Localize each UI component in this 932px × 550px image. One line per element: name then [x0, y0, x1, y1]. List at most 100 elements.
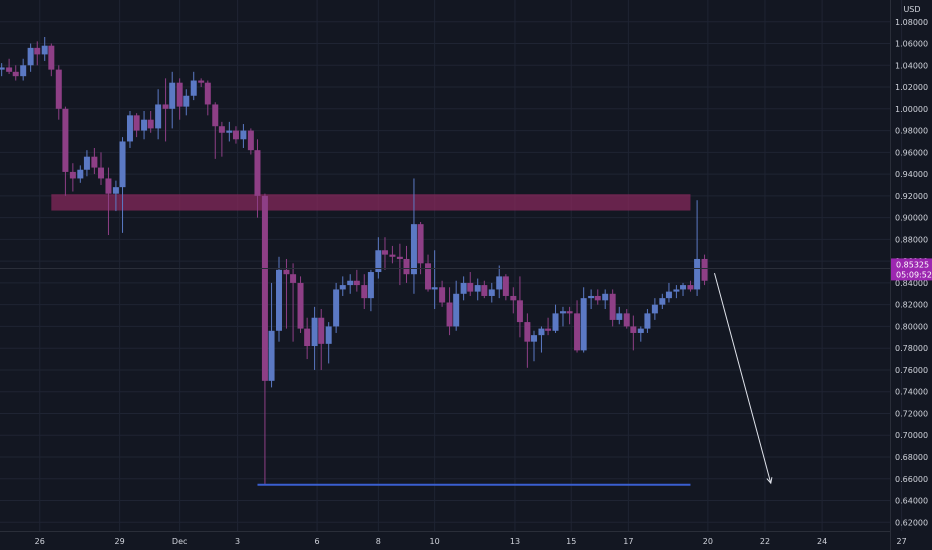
- candle-body: [467, 282, 474, 292]
- candle-body: [417, 224, 424, 264]
- time-tick-label: 17: [623, 537, 633, 546]
- candle-body: [637, 328, 644, 333]
- candle-body: [41, 45, 48, 55]
- candle-body: [651, 304, 658, 314]
- candle-body: [333, 289, 340, 327]
- candle-body: [425, 263, 432, 290]
- candle-body: [531, 335, 537, 342]
- price-tick-label: 1.04000: [895, 61, 928, 70]
- candle-body: [112, 187, 119, 194]
- price-axis[interactable]: 1.08000 1.06000 1.04000 1.02000 1.00000 0.980…: [895, 18, 928, 528]
- drawings[interactable]: [0, 267, 890, 486]
- candle-body: [574, 313, 581, 351]
- time-tick-label: 27: [896, 537, 906, 546]
- candle-body: [389, 254, 396, 257]
- candle-body: [198, 80, 205, 83]
- candle-body: [212, 104, 219, 127]
- candle-body: [240, 130, 247, 140]
- candle-body: [381, 250, 388, 255]
- price-tick-label: 0.74000: [895, 388, 928, 397]
- candle-body: [538, 328, 545, 336]
- price-tick-label: 0.88000: [895, 235, 928, 244]
- candle-body: [218, 126, 225, 133]
- price-tick-label: 0.96000: [895, 148, 928, 157]
- time-tick-label: 22: [760, 537, 770, 546]
- candle-body: [0, 67, 5, 70]
- candle-body: [325, 326, 332, 344]
- candle-body: [126, 115, 133, 142]
- candle-body: [361, 285, 368, 299]
- countdown-timer: 05:09:52: [896, 270, 932, 279]
- candle-body: [6, 67, 13, 72]
- candle-body: [276, 269, 283, 331]
- candle-body: [247, 130, 254, 151]
- candle-body: [694, 258, 701, 290]
- candle-body: [609, 293, 616, 320]
- candle-body: [588, 295, 595, 299]
- candle-body: [27, 47, 34, 66]
- candle-body: [665, 291, 672, 299]
- candle-body: [226, 130, 233, 133]
- time-axis[interactable]: 26 29 Dec 3 6 8 10 13 15 17 20 22 24 27: [35, 537, 907, 546]
- candle-body: [488, 289, 495, 296]
- price-badge-bg: [891, 258, 932, 281]
- price-tick-label: 0.78000: [895, 344, 928, 353]
- currency-label[interactable]: USD: [903, 5, 920, 14]
- candles: [0, 36, 708, 486]
- candle-body: [375, 250, 382, 273]
- candle-body: [701, 258, 708, 281]
- candle-body: [453, 293, 460, 327]
- candle-body: [155, 104, 162, 129]
- candle-body: [516, 300, 523, 323]
- candle-body: [190, 80, 197, 96]
- candle-body: [481, 285, 488, 296]
- price-tick-label: 0.68000: [895, 453, 928, 462]
- candle-body: [20, 65, 27, 77]
- candle-body: [232, 130, 239, 140]
- candle-body: [98, 167, 105, 179]
- price-tick-label: 1.02000: [895, 83, 928, 92]
- candle-body: [659, 298, 666, 305]
- resistance-zone-rect[interactable]: [51, 194, 691, 211]
- candle-body: [12, 71, 19, 77]
- resistance-zone[interactable]: [51, 194, 691, 211]
- candle-body: [141, 119, 148, 131]
- candle-body: [474, 285, 481, 292]
- candle-body: [119, 141, 126, 188]
- time-tick-label: 13: [510, 537, 520, 546]
- candle-body: [347, 280, 354, 286]
- candle-body: [183, 95, 190, 107]
- candle-body: [559, 311, 566, 314]
- candle-body: [176, 82, 183, 107]
- candle-body: [83, 156, 90, 170]
- time-tick-label: 29: [115, 537, 125, 546]
- candle-body: [566, 311, 573, 314]
- candle-body: [410, 224, 417, 275]
- time-tick-label: 15: [566, 537, 576, 546]
- candle-body: [594, 295, 601, 301]
- time-tick-label: 3: [235, 537, 240, 546]
- time-tick-label: 6: [315, 537, 320, 546]
- candle-body: [77, 169, 84, 179]
- candle-body: [396, 256, 403, 259]
- price-tick-label: 0.70000: [895, 431, 928, 440]
- price-tick-label: 0.76000: [895, 366, 928, 375]
- candle-body: [644, 313, 651, 329]
- time-tick-label: 20: [703, 537, 713, 546]
- candle-body: [169, 82, 176, 109]
- time-tick-label: Dec: [172, 537, 187, 546]
- last-price-value: 0.85325: [896, 260, 929, 269]
- candle-body: [552, 313, 559, 331]
- candle-body: [630, 326, 637, 333]
- candle-body: [502, 276, 509, 296]
- candle-body: [297, 282, 304, 329]
- forecast-arrow[interactable]: [714, 272, 772, 484]
- candle-body: [545, 328, 552, 331]
- candle-body: [283, 269, 290, 275]
- candle-body: [304, 328, 311, 347]
- price-tick-label: 0.72000: [895, 409, 928, 418]
- candle-body: [48, 45, 55, 70]
- price-tick-label: 0.82000: [895, 301, 928, 310]
